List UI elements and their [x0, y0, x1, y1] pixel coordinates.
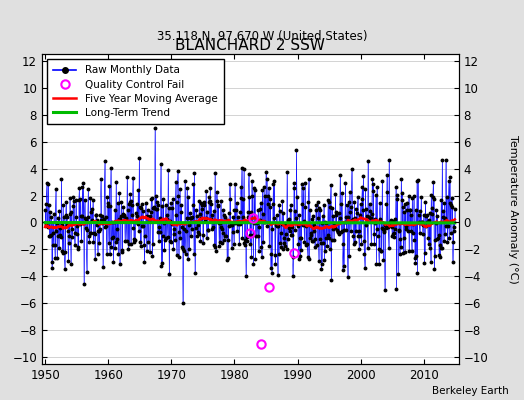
- Title: BLANCHARD 2 SSW: BLANCHARD 2 SSW: [175, 38, 325, 53]
- Y-axis label: Temperature Anomaly (°C): Temperature Anomaly (°C): [508, 135, 518, 283]
- Text: Berkeley Earth: Berkeley Earth: [432, 386, 508, 396]
- Legend: Raw Monthly Data, Quality Control Fail, Five Year Moving Average, Long-Term Tren: Raw Monthly Data, Quality Control Fail, …: [47, 59, 224, 124]
- Text: 35.118 N, 97.670 W (United States): 35.118 N, 97.670 W (United States): [157, 30, 367, 43]
